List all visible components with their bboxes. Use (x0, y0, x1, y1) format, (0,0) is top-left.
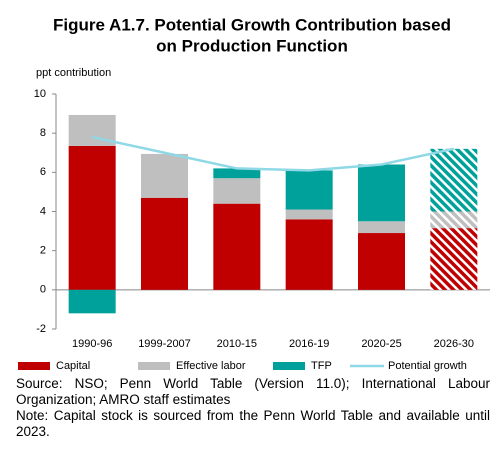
bar-segment (358, 233, 405, 290)
x-tick-label: 2020-25 (361, 338, 401, 350)
x-tick-label: 1990-96 (72, 338, 112, 350)
x-tick-label: 2010-15 (217, 338, 257, 350)
bar-segment (430, 148, 478, 212)
bar-segment (358, 164, 405, 222)
legend-label: Potential growth (388, 360, 467, 372)
legend-swatch (273, 362, 305, 370)
x-tick-label: 2016-19 (289, 338, 329, 350)
x-tick-label: 2026-30 (434, 338, 474, 350)
bar-segment (285, 219, 333, 290)
y-tick-label: 2 (40, 245, 46, 257)
bar-segment (141, 197, 188, 290)
bar-segment (285, 170, 333, 210)
bar-segment (68, 289, 116, 314)
source: Source: NSO; Penn World Table (Version 1… (16, 376, 490, 407)
legend-swatch (138, 362, 170, 370)
y-tick-label: 4 (40, 205, 46, 217)
bar-segment (430, 211, 478, 229)
chart: Figure A1.7. Potential Growth Contributi… (18, 15, 490, 372)
bar-segment (285, 209, 333, 220)
bar-segment (68, 145, 116, 290)
legend-label: Capital (56, 360, 90, 372)
legend-label: Effective labor (176, 360, 246, 372)
x-tick-label: 1999-2007 (138, 338, 191, 350)
y-axis-label: ppt contribution (36, 67, 111, 79)
notes: Source: NSO; Penn World Table (Version 1… (16, 376, 490, 440)
legend-swatch (18, 362, 50, 370)
y-tick-label: 0 (40, 284, 46, 296)
y-tick-label: 8 (40, 127, 46, 139)
legend-label: TFP (311, 360, 332, 372)
note: Note: Capital stock is sourced from the … (16, 408, 490, 439)
bar-segment (213, 178, 261, 204)
bar-segment (213, 168, 261, 179)
line (91, 135, 455, 172)
chart-title: on Production Function (156, 36, 348, 55)
y-tick-label: 6 (40, 166, 46, 178)
bar-segment (358, 221, 405, 234)
y-tick-label: -2 (36, 323, 46, 335)
bar-segment (141, 153, 188, 198)
bar-segment (430, 228, 478, 290)
y-tick-label: 10 (34, 88, 46, 100)
bar-segment (213, 203, 261, 290)
chart-title: Figure A1.7. Potential Growth Contributi… (53, 15, 451, 34)
